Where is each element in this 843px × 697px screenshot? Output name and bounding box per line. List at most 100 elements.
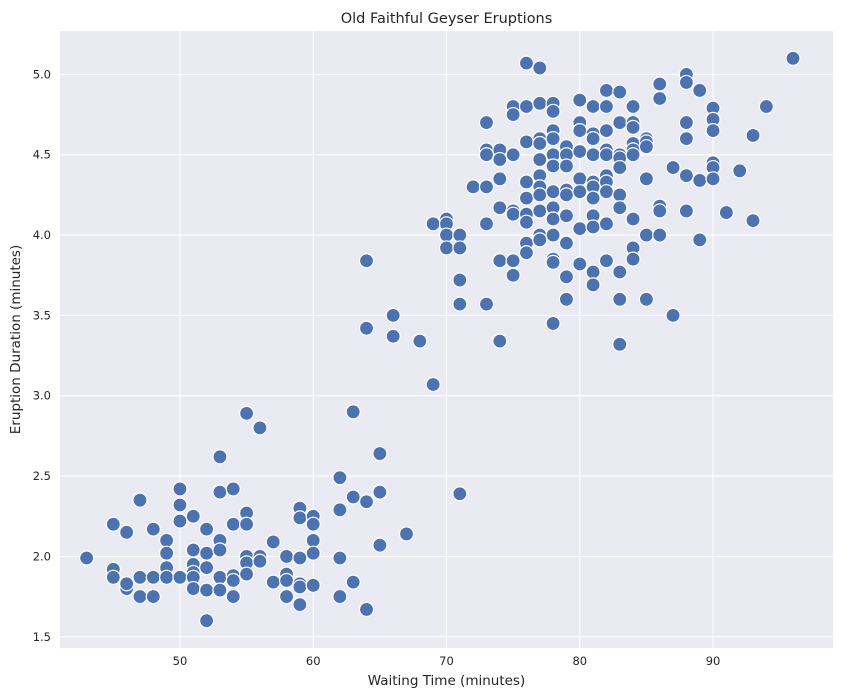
data-point xyxy=(199,560,215,576)
data-point xyxy=(678,74,694,91)
data-point xyxy=(278,572,295,589)
data-point xyxy=(558,158,575,174)
data-point xyxy=(145,588,161,605)
data-point xyxy=(425,216,441,232)
data-point xyxy=(159,545,175,561)
data-point xyxy=(292,579,308,595)
x-tick-label: 60 xyxy=(306,654,321,668)
y-tick-label: 4.0 xyxy=(33,228,51,242)
data-point xyxy=(572,184,588,200)
data-point xyxy=(598,98,615,115)
data-point xyxy=(785,50,801,66)
data-point xyxy=(612,84,628,100)
data-point xyxy=(105,516,121,532)
data-point xyxy=(345,404,361,420)
data-point xyxy=(358,253,375,269)
data-point xyxy=(452,486,468,502)
data-point xyxy=(505,206,521,222)
data-point xyxy=(638,227,655,243)
data-point xyxy=(732,163,748,179)
data-point xyxy=(372,445,388,462)
data-point xyxy=(558,187,575,203)
x-axis-label: Waiting Time (minutes) xyxy=(368,673,525,689)
data-point xyxy=(492,253,508,269)
data-point xyxy=(372,484,388,500)
data-point xyxy=(172,513,188,529)
y-tick-label: 3.5 xyxy=(33,308,51,322)
data-point xyxy=(612,200,628,216)
data-point xyxy=(452,227,468,243)
data-point xyxy=(665,307,681,323)
data-point xyxy=(585,264,601,280)
data-point xyxy=(305,532,321,548)
data-point xyxy=(505,147,521,163)
data-point xyxy=(652,90,668,107)
data-point xyxy=(545,227,561,243)
data-point xyxy=(185,542,201,558)
data-point xyxy=(358,494,375,510)
data-point xyxy=(332,588,348,605)
x-tick-label: 50 xyxy=(173,654,188,668)
data-point xyxy=(478,179,495,195)
data-point xyxy=(532,135,548,152)
data-point xyxy=(505,267,521,283)
data-point xyxy=(585,98,601,115)
data-point xyxy=(532,95,548,111)
data-point xyxy=(652,203,668,219)
data-point xyxy=(505,106,521,123)
data-point xyxy=(492,200,508,216)
data-point xyxy=(705,123,721,139)
data-point xyxy=(225,481,241,497)
data-point xyxy=(132,492,148,508)
data-point xyxy=(612,264,628,280)
data-point xyxy=(385,307,401,323)
y-tick-label: 2.5 xyxy=(33,469,51,483)
data-point xyxy=(532,187,548,203)
data-point xyxy=(412,333,428,349)
data-point xyxy=(652,227,668,243)
data-point xyxy=(678,131,694,147)
data-point xyxy=(638,171,655,187)
data-point xyxy=(558,291,575,307)
data-point xyxy=(625,147,641,163)
data-point xyxy=(132,569,148,585)
data-points xyxy=(79,50,801,629)
data-point xyxy=(612,187,628,203)
data-point xyxy=(598,184,615,200)
data-point xyxy=(692,172,708,189)
data-point xyxy=(585,219,601,235)
data-point xyxy=(638,139,655,155)
data-point xyxy=(305,545,321,561)
data-point xyxy=(545,158,561,174)
data-point xyxy=(212,484,228,500)
data-point xyxy=(492,333,508,349)
data-point xyxy=(585,131,601,147)
data-point xyxy=(372,537,388,553)
data-point xyxy=(452,240,468,256)
data-point xyxy=(292,550,308,566)
data-point xyxy=(692,232,708,248)
y-tick-label: 2.0 xyxy=(33,549,51,563)
data-point xyxy=(478,296,495,312)
data-point xyxy=(132,588,148,605)
data-point xyxy=(265,534,281,550)
data-point xyxy=(532,203,548,219)
data-point xyxy=(598,82,615,99)
data-point xyxy=(252,420,268,436)
data-point xyxy=(585,147,601,163)
data-point xyxy=(598,216,615,232)
data-point xyxy=(358,601,375,618)
data-point xyxy=(758,98,774,115)
data-point xyxy=(465,179,481,195)
data-point xyxy=(652,76,668,92)
data-point xyxy=(199,613,215,629)
data-point xyxy=(425,376,441,393)
data-point xyxy=(545,315,561,332)
x-tick-labels: 50 60 70 80 90 xyxy=(173,654,721,668)
data-point xyxy=(278,548,295,565)
data-point xyxy=(358,320,375,336)
data-point xyxy=(745,212,761,229)
data-point xyxy=(252,553,268,569)
data-point xyxy=(212,542,228,558)
